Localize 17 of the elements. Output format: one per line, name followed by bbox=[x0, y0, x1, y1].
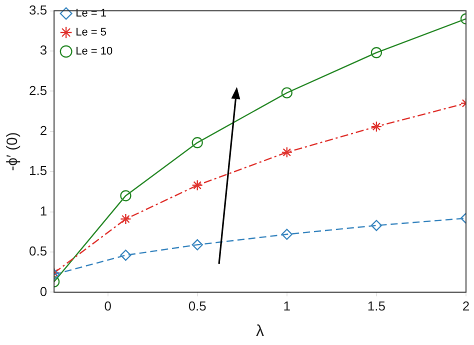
x-tick-label: 0.5 bbox=[188, 298, 206, 314]
y-tick-label: 1 bbox=[40, 203, 48, 218]
y-tick-label: 2 bbox=[40, 122, 48, 138]
y-tick-label: 3 bbox=[40, 42, 48, 58]
x-axis-title: λ bbox=[256, 322, 264, 340]
y-tick-label: 2.5 bbox=[28, 82, 48, 98]
y-tick-label: 3.5 bbox=[28, 2, 48, 18]
y-tick-label: 1.5 bbox=[28, 163, 48, 178]
legend-label: Le = 5 bbox=[76, 26, 106, 39]
x-tick-label: 1.5 bbox=[367, 298, 386, 314]
y-axis-title: -ϕ′ (0) bbox=[4, 132, 22, 171]
x-tick-label: 2 bbox=[462, 298, 470, 314]
x-tick-label: 0 bbox=[104, 298, 112, 314]
y-tick-label: 0 bbox=[40, 284, 48, 299]
y-tick-label: 0.5 bbox=[28, 244, 48, 259]
x-tick-label: 1 bbox=[283, 298, 291, 314]
legend-label: Le = 10 bbox=[76, 46, 113, 58]
